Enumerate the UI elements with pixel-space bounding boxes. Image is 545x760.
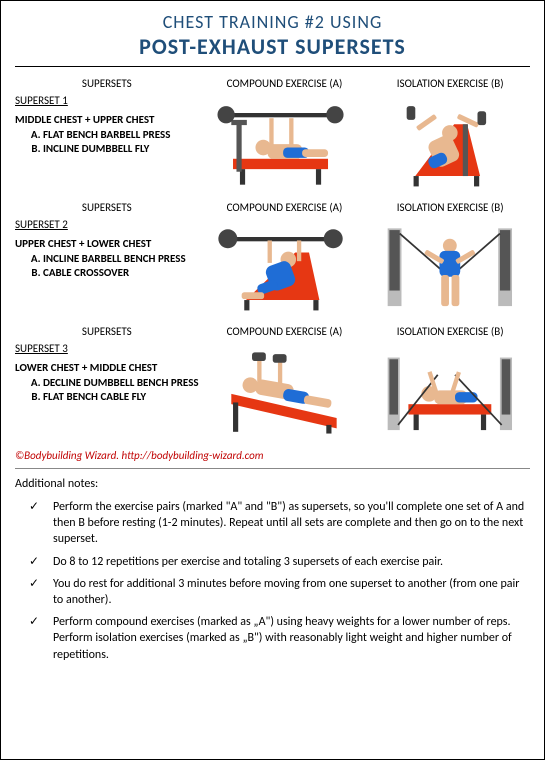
superset-1-name: SUPERSET 1	[15, 94, 199, 107]
superset-1-target: MIDDLE CHEST + UPPER CHEST	[15, 113, 199, 126]
col-header-supersets: SUPERSETS	[15, 77, 199, 90]
superset-1-exercise-a: FLAT BENCH BARBELL PRESS	[43, 128, 199, 141]
col-header-compound: COMPOUND EXERCISE (A)	[205, 325, 365, 338]
superset-3-exercise-a: DECLINE DUMBBELL BENCH PRESS	[43, 376, 199, 389]
credit-line: ©Bodybuilding Wizard. http://bodybuildin…	[15, 449, 530, 462]
col-header-supersets: SUPERSETS	[15, 201, 199, 214]
incline-barbell-bench-press-icon	[205, 218, 365, 313]
note-item: Perform compound exercises (marked as „A…	[39, 614, 530, 663]
cable-crossover-icon	[370, 218, 530, 313]
superset-3-row: SUPERSETS SUPERSET 3 LOWER CHEST + MIDDL…	[15, 325, 530, 437]
note-item: You do rest for additional 3 minutes bef…	[39, 576, 530, 608]
incline-dumbbell-fly-icon	[370, 94, 530, 189]
superset-2-exercise-a: INCLINE BARBELL BENCH PRESS	[43, 252, 199, 265]
col-header-isolation: ISOLATION EXERCISE (B)	[370, 325, 530, 338]
col-header-compound: COMPOUND EXERCISE (A)	[205, 201, 365, 214]
superset-1-exercise-b: INCLINE DUMBBELL FLY	[43, 142, 199, 155]
flat-bench-cable-fly-icon	[370, 342, 530, 437]
note-item: Do 8 to 12 repetitions per exercise and …	[39, 554, 530, 570]
title-line-2: POST-EXHAUST SUPERSETS	[15, 33, 530, 60]
col-header-isolation: ISOLATION EXERCISE (B)	[370, 201, 530, 214]
superset-3-target: LOWER CHEST + MIDDLE CHEST	[15, 361, 199, 374]
col-header-supersets: SUPERSETS	[15, 325, 199, 338]
divider-bottom	[15, 468, 530, 469]
notes-list: Perform the exercise pairs (marked "A" a…	[15, 499, 530, 663]
notes-header: Additional notes:	[15, 477, 530, 491]
superset-2-name: SUPERSET 2	[15, 218, 199, 231]
superset-3-name: SUPERSET 3	[15, 342, 199, 355]
col-header-isolation: ISOLATION EXERCISE (B)	[370, 77, 530, 90]
superset-1-row: SUPERSETS SUPERSET 1 MIDDLE CHEST + UPPE…	[15, 77, 530, 189]
title-line-1: CHEST TRAINING #2 USING	[15, 11, 530, 33]
superset-3-exercise-b: FLAT BENCH CABLE FLY	[43, 390, 199, 403]
note-item: Perform the exercise pairs (marked "A" a…	[39, 499, 530, 548]
flat-bench-barbell-press-icon	[205, 94, 365, 189]
decline-dumbbell-bench-press-icon	[205, 342, 365, 437]
superset-2-row: SUPERSETS SUPERSET 2 UPPER CHEST + LOWER…	[15, 201, 530, 313]
divider-top	[15, 66, 530, 67]
col-header-compound: COMPOUND EXERCISE (A)	[205, 77, 365, 90]
superset-2-exercise-b: CABLE CROSSOVER	[43, 266, 199, 279]
superset-2-target: UPPER CHEST + LOWER CHEST	[15, 237, 199, 250]
